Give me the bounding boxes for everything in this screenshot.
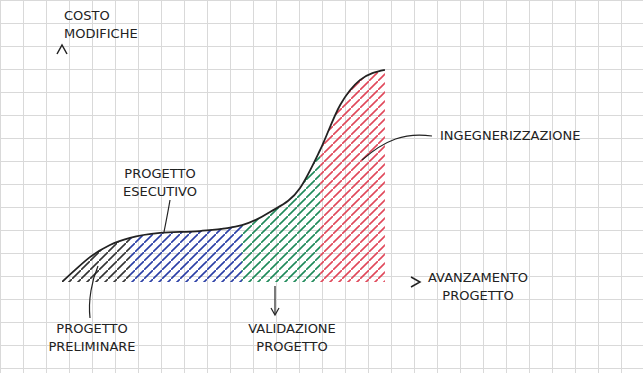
svg-text:PROGETTOPRELIMINARE: PROGETTOPRELIMINARE xyxy=(48,321,135,354)
svg-text:AVANZAMENTOPROGETTO: AVANZAMENTOPROGETTO xyxy=(428,270,528,303)
svg-text:PROGETTOESECUTIVO: PROGETTOESECUTIVO xyxy=(123,166,197,199)
svg-text:COSTOMODIFICHE: COSTOMODIFICHE xyxy=(64,8,138,41)
svg-text:VALIDAZIONEPROGETTO: VALIDAZIONEPROGETTO xyxy=(248,321,336,354)
svg-text:INGEGNERIZZAZIONE: INGEGNERIZZAZIONE xyxy=(440,128,580,143)
